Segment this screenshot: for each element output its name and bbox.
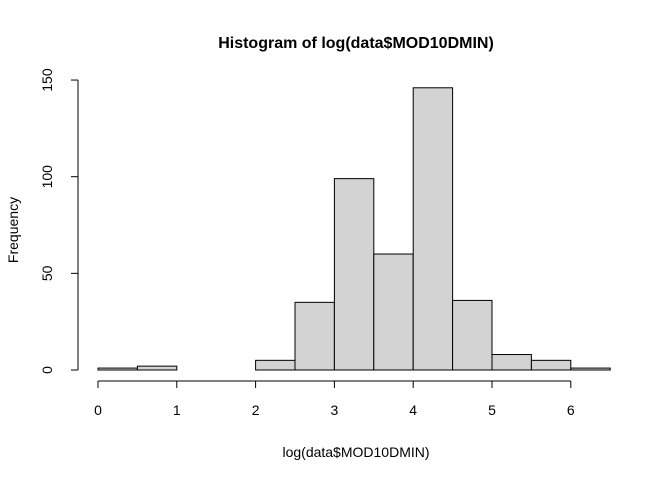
- y-axis-label: Frequency: [5, 197, 21, 263]
- x-tick-label: 3: [331, 402, 339, 418]
- histogram-bar: [136, 365, 178, 371]
- x-tick-label: 1: [173, 402, 181, 418]
- x-tick-label: 6: [567, 402, 575, 418]
- x-axis-label: log(data$MOD10DMIN): [282, 444, 429, 460]
- x-axis: 0 1 2 3 4 5 6: [94, 380, 575, 418]
- histogram-bar: [452, 299, 493, 371]
- histogram-bar: [570, 367, 611, 371]
- y-tick-label: 50: [39, 265, 55, 281]
- x-tick-label: 4: [409, 402, 417, 418]
- histogram-bar: [530, 359, 572, 371]
- histogram-bar: [294, 301, 335, 371]
- x-tick-label: 0: [94, 402, 102, 418]
- histogram-bar: [97, 367, 138, 371]
- y-tick-label: 0: [39, 366, 55, 374]
- x-tick-label: 2: [252, 402, 260, 418]
- histogram-bar: [491, 354, 532, 371]
- y-axis: 0 50 100 150: [39, 68, 79, 374]
- bars-group: [97, 87, 611, 371]
- y-tick-label: 150: [39, 68, 55, 92]
- histogram-bar: [373, 253, 414, 371]
- chart-title: Histogram of log(data$MOD10DMIN): [218, 35, 494, 52]
- histogram-bar: [333, 178, 375, 371]
- y-tick-label: 100: [39, 165, 55, 189]
- histogram-bar: [255, 359, 296, 371]
- x-tick-label: 5: [488, 402, 496, 418]
- histogram-bar: [412, 87, 454, 371]
